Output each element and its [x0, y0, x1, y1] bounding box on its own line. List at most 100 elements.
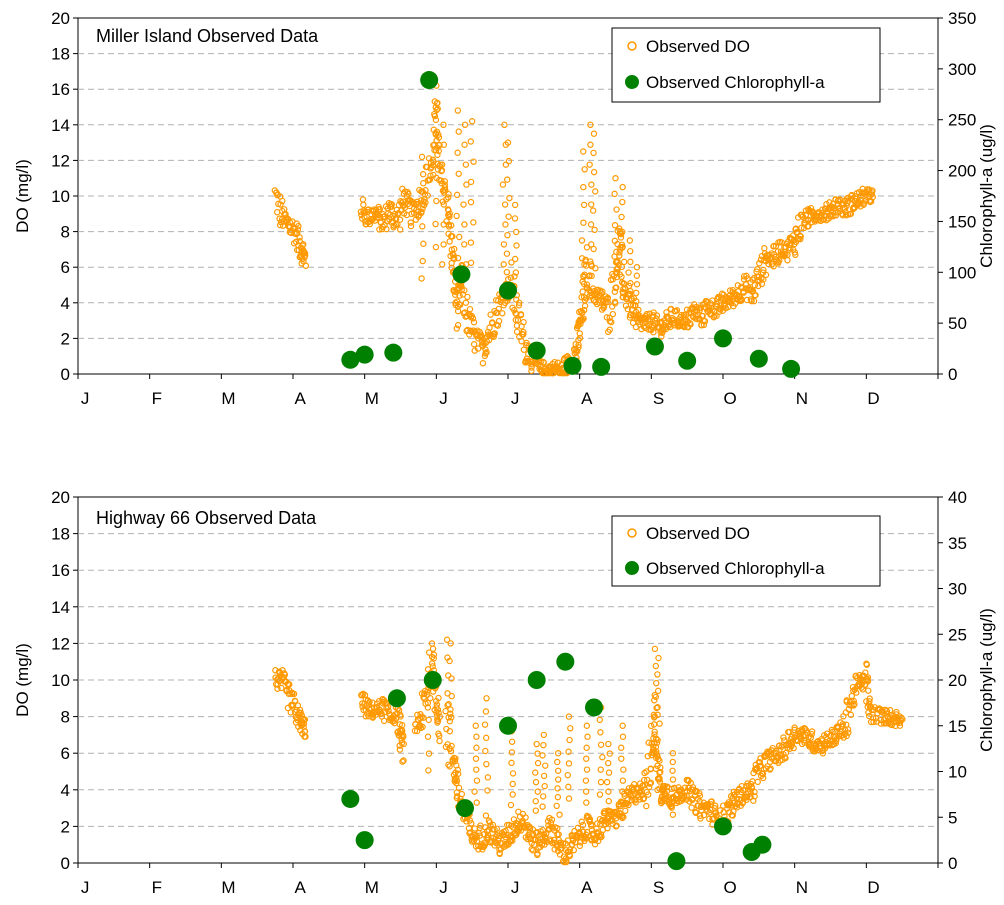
month-label: N	[796, 878, 808, 897]
do-point	[658, 333, 665, 340]
do-point	[419, 723, 426, 731]
do-point	[867, 198, 874, 206]
do-point	[819, 750, 827, 757]
do-point	[578, 255, 586, 262]
do-point	[587, 121, 594, 129]
do-point	[430, 655, 438, 662]
do-point	[633, 281, 641, 288]
do-point	[847, 711, 855, 719]
do-point	[466, 305, 474, 313]
do-point	[806, 743, 813, 750]
do-point	[453, 212, 460, 220]
do-point	[632, 301, 639, 309]
do-point	[432, 220, 439, 228]
do-point	[640, 795, 648, 802]
do-point	[425, 716, 432, 724]
do-point	[483, 695, 490, 702]
do-point	[532, 797, 539, 805]
do-point	[300, 720, 308, 727]
do-point	[651, 728, 658, 735]
month-label: A	[294, 389, 306, 408]
do-point	[274, 685, 281, 692]
do-point	[444, 702, 451, 709]
chlorophyll-point	[592, 357, 611, 376]
do-point	[418, 153, 426, 161]
do-point	[446, 657, 453, 665]
do-point	[581, 166, 588, 173]
do-point	[388, 203, 395, 210]
chart-title: Miller Island Observed Data	[96, 26, 319, 46]
do-point	[290, 690, 298, 698]
do-point	[511, 215, 519, 222]
do-point	[416, 714, 424, 722]
do-point	[599, 754, 606, 761]
chlorophyll-point	[667, 852, 686, 871]
do-point	[580, 315, 587, 322]
do-point	[407, 222, 415, 230]
do-point	[440, 201, 447, 208]
right-tick-label: 200	[948, 162, 976, 181]
do-point	[590, 149, 597, 157]
do-point	[433, 174, 440, 182]
do-point	[603, 778, 611, 786]
do-point	[526, 825, 534, 832]
do-point	[701, 317, 709, 325]
do-point	[462, 161, 470, 168]
do-point	[418, 275, 425, 282]
do-point	[653, 679, 660, 687]
do-point	[440, 241, 447, 248]
do-point	[444, 194, 452, 201]
do-point	[608, 318, 615, 326]
do-point	[578, 818, 585, 825]
do-point	[633, 264, 641, 271]
do-point	[399, 758, 406, 765]
do-point	[482, 339, 489, 347]
do-point	[425, 649, 433, 656]
do-point	[655, 654, 662, 662]
do-point	[411, 727, 419, 734]
do-point	[434, 105, 441, 112]
do-point	[627, 247, 634, 255]
do-point	[657, 768, 664, 776]
do-point	[548, 816, 556, 823]
do-point	[400, 740, 407, 748]
do-point	[593, 825, 600, 832]
month-label: M	[221, 389, 235, 408]
do-point	[434, 166, 442, 173]
do-point	[541, 782, 548, 790]
do-point	[617, 234, 625, 241]
do-point	[554, 750, 562, 757]
do-point	[651, 731, 658, 738]
legend-do-label: Observed DO	[646, 37, 750, 56]
do-point	[583, 766, 591, 773]
do-point	[645, 791, 652, 798]
left-tick-label: 14	[51, 116, 70, 135]
do-point	[431, 112, 439, 120]
do-point	[776, 257, 783, 264]
do-point	[451, 255, 458, 263]
do-point	[445, 190, 452, 198]
do-point	[405, 190, 412, 198]
do-point	[433, 106, 440, 114]
do-point	[748, 297, 755, 305]
do-point	[615, 261, 622, 269]
y-axis-label-right: Chlorophyll-a (ug/l)	[977, 608, 996, 752]
do-point	[503, 250, 511, 257]
do-point	[605, 759, 612, 767]
legend-box	[611, 515, 881, 587]
do-point	[511, 273, 518, 280]
do-point	[612, 174, 619, 182]
do-point	[575, 344, 582, 351]
do-point	[455, 170, 462, 177]
do-point	[668, 802, 675, 810]
do-point	[532, 778, 540, 786]
do-point	[611, 253, 618, 260]
do-point	[276, 215, 283, 222]
do-point	[574, 348, 581, 355]
do-point	[588, 201, 595, 208]
do-point	[619, 777, 627, 784]
do-point	[493, 825, 500, 832]
do-point	[613, 268, 621, 276]
